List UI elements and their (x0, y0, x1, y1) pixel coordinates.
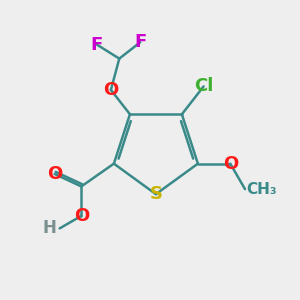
Text: Cl: Cl (194, 77, 213, 95)
Text: O: O (223, 154, 238, 172)
Text: O: O (47, 165, 62, 183)
Text: O: O (103, 81, 118, 99)
Text: O: O (74, 207, 89, 225)
Text: S: S (149, 185, 162, 203)
Text: F: F (134, 33, 146, 51)
Text: H: H (43, 219, 57, 237)
Text: CH₃: CH₃ (247, 182, 277, 196)
Text: F: F (91, 36, 103, 54)
